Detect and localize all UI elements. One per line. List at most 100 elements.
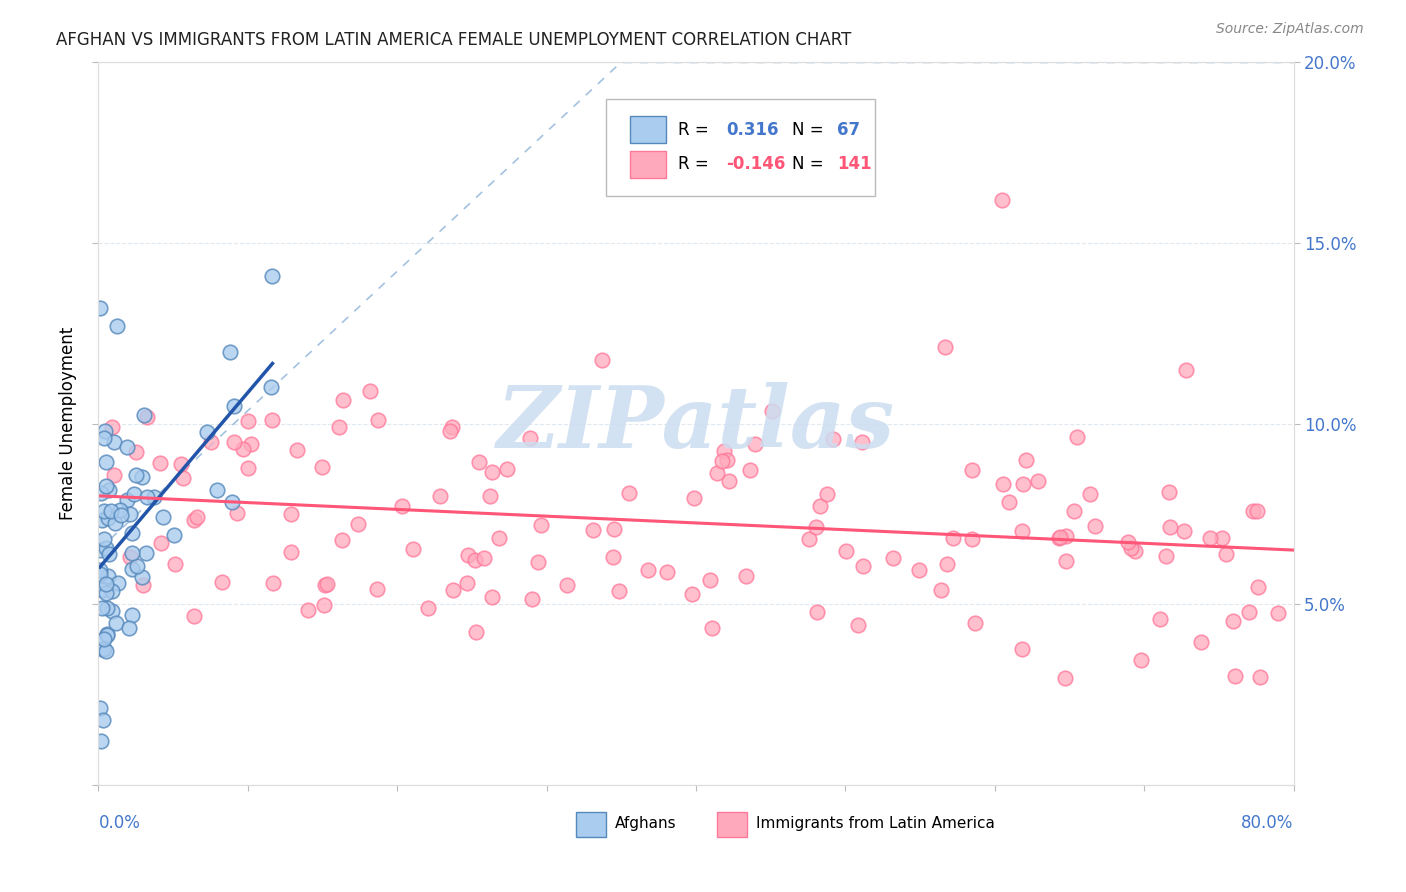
Point [236,461,259,475]
Point [602,549,624,564]
Point [91,513,114,527]
Point [328,420,350,434]
Point [1246,504,1268,518]
Point [637,563,659,577]
Point [104,616,127,631]
Point [90,733,112,747]
Point [121,546,143,560]
Point [125,445,148,459]
Point [131,470,153,484]
Point [1011,642,1033,657]
Point [100,584,122,599]
Point [211,575,233,590]
Point [835,544,858,558]
Point [1159,520,1181,534]
Point [1066,430,1088,444]
Point [91,601,114,615]
Point [713,443,735,458]
Point [1011,524,1033,538]
Point [1129,653,1152,667]
Point [93,504,115,518]
Point [96,628,118,642]
Point [135,546,157,560]
Point [94,576,117,591]
Point [89,543,111,558]
Point [942,532,965,546]
Point [1173,524,1195,539]
Point [239,437,262,451]
Point [91,713,114,727]
Point [991,193,1014,207]
Point [260,380,283,394]
Point [907,562,929,576]
Point [120,508,142,522]
Point [367,413,389,427]
Text: R =: R = [678,155,714,173]
Point [125,468,148,483]
Point [429,489,451,503]
Point [934,340,956,354]
Point [163,558,186,572]
Point [332,392,354,407]
Text: R =: R = [678,120,714,138]
Point [761,404,783,418]
Point [97,569,120,583]
Point [89,700,111,714]
Point [602,522,624,536]
Text: N =: N = [792,120,828,138]
Point [718,474,741,488]
Point [1119,541,1142,556]
Point [280,507,302,521]
Point [1157,484,1180,499]
Text: 80.0%: 80.0% [1241,814,1294,832]
Text: AFGHAN VS IMMIGRANTS FROM LATIN AMERICA FEMALE UNEMPLOYMENT CORRELATION CHART: AFGHAN VS IMMIGRANTS FROM LATIN AMERICA … [56,31,852,49]
Point [1199,531,1222,545]
Text: 141: 141 [837,155,872,173]
Point [526,555,548,569]
Point [1149,612,1171,626]
Point [607,583,630,598]
Point [132,578,155,592]
Text: Source: ZipAtlas.com: Source: ZipAtlas.com [1216,22,1364,37]
Y-axis label: Female Unemployment: Female Unemployment [59,327,77,520]
Point [232,442,254,456]
Point [711,454,734,468]
Point [314,578,336,592]
Point [882,550,904,565]
Point [108,503,131,517]
Point [402,541,425,556]
Point [89,301,111,315]
Point [205,483,228,498]
Point [90,582,112,597]
Point [330,533,353,548]
Point [929,582,952,597]
Point [96,626,118,640]
Point [262,576,284,591]
Point [121,607,143,622]
Point [93,632,115,647]
Point [101,420,124,434]
Point [495,462,517,476]
Text: 0.0%: 0.0% [98,814,141,832]
Point [172,471,194,485]
Point [1241,504,1264,518]
Point [150,535,173,549]
Point [706,467,728,481]
Point [183,609,205,624]
Point [465,624,488,639]
Point [107,575,129,590]
Point [702,621,724,635]
Point [94,455,117,469]
Point [519,431,541,445]
Point [152,510,174,524]
Point [93,431,115,445]
Point [222,434,245,449]
Point [806,605,828,619]
Point [1083,518,1105,533]
Point [735,569,758,583]
Point [186,510,208,524]
Point [183,513,205,527]
Point [149,456,172,470]
Point [1247,580,1270,594]
Point [94,541,117,555]
